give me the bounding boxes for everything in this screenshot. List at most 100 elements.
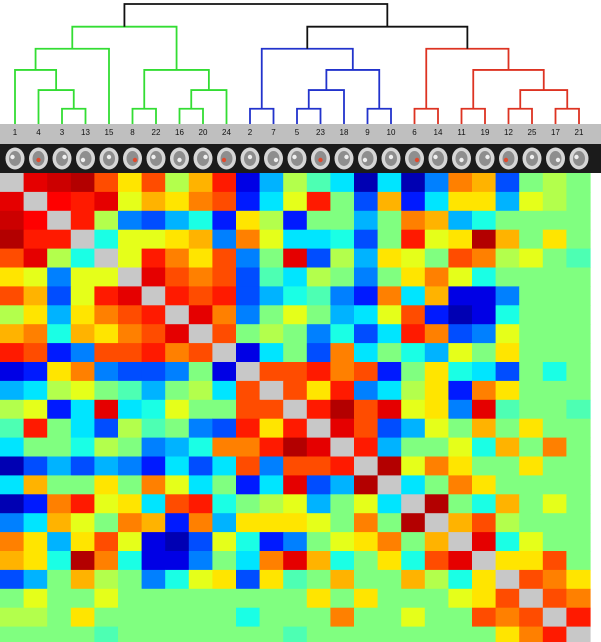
brain-thumbnail bbox=[287, 147, 307, 170]
heatmap-cell bbox=[306, 229, 331, 250]
heatmap-cell bbox=[259, 399, 284, 420]
brain-thumbnail bbox=[76, 147, 95, 170]
heatmap-cell bbox=[519, 229, 544, 250]
heatmap-cell bbox=[283, 513, 308, 533]
heatmap-cell bbox=[188, 456, 213, 476]
heatmap-cell bbox=[165, 626, 190, 642]
heatmap-cell bbox=[519, 324, 544, 344]
heatmap-cell bbox=[495, 286, 520, 306]
heatmap-cell bbox=[472, 248, 497, 269]
heatmap-cell bbox=[448, 380, 473, 401]
heatmap-cell bbox=[141, 437, 166, 458]
heatmap-cell bbox=[94, 475, 119, 495]
heatmap-cell bbox=[118, 551, 143, 571]
heatmap-cell bbox=[188, 626, 213, 642]
heatmap-cell bbox=[306, 362, 331, 382]
heatmap-cell bbox=[566, 437, 591, 458]
heatmap-cell bbox=[23, 380, 48, 401]
heatmap-cell bbox=[141, 475, 166, 495]
heatmap-cell bbox=[330, 380, 355, 401]
brain-thumbnail bbox=[264, 147, 283, 170]
heatmap-cell bbox=[94, 324, 119, 344]
heatmap-cell bbox=[212, 173, 237, 193]
heatmap-cell bbox=[566, 173, 591, 193]
heatmap-cell bbox=[70, 229, 95, 250]
heatmap-cell bbox=[212, 210, 237, 231]
heatmap-cell bbox=[472, 569, 497, 590]
heatmap-cell bbox=[306, 380, 331, 401]
heatmap-cell bbox=[118, 626, 143, 642]
brain-thumbnail bbox=[52, 147, 72, 170]
heatmap-cell bbox=[188, 513, 213, 533]
heatmap-cell bbox=[188, 437, 213, 458]
heatmap-cell bbox=[472, 437, 497, 458]
heatmap-cell bbox=[70, 305, 95, 325]
brain-thumbnail bbox=[405, 147, 424, 170]
heatmap-cell bbox=[141, 229, 166, 250]
heatmap-cell bbox=[188, 399, 213, 420]
heatmap-cell bbox=[424, 551, 449, 571]
heatmap-cell bbox=[118, 380, 143, 401]
heatmap-cell bbox=[259, 588, 284, 609]
component-label: 10 bbox=[386, 128, 396, 137]
heatmap-cell bbox=[23, 532, 48, 552]
heatmap-cell bbox=[70, 173, 95, 193]
heatmap-cell bbox=[118, 191, 143, 212]
component-label: 12 bbox=[504, 128, 513, 137]
heatmap-cell bbox=[212, 551, 237, 571]
heatmap-cell bbox=[259, 248, 284, 269]
heatmap-cell bbox=[47, 399, 72, 420]
heatmap-cell bbox=[283, 210, 308, 231]
heatmap-cell bbox=[354, 399, 379, 420]
heatmap-cell bbox=[0, 607, 25, 628]
heatmap-cell bbox=[306, 286, 331, 306]
heatmap-cell bbox=[306, 494, 331, 514]
heatmap-cell bbox=[542, 380, 567, 401]
heatmap-cell bbox=[424, 380, 449, 401]
heatmap-cell bbox=[188, 475, 213, 495]
heatmap-cell bbox=[283, 532, 308, 552]
heatmap-cell bbox=[566, 229, 591, 250]
heatmap-cell bbox=[212, 437, 237, 458]
heatmap-cell bbox=[330, 513, 355, 533]
heatmap-cell bbox=[141, 607, 166, 628]
heatmap-cell bbox=[259, 532, 284, 552]
heatmap-cell bbox=[23, 343, 48, 363]
heatmap-cell bbox=[542, 362, 567, 382]
heatmap-cell bbox=[283, 229, 308, 250]
heatmap-cell bbox=[141, 324, 166, 344]
heatmap-cell bbox=[70, 607, 95, 628]
heatmap-cell bbox=[495, 551, 520, 571]
heatmap-cell bbox=[70, 513, 95, 533]
heatmap-cell bbox=[566, 324, 591, 344]
heatmap-cell bbox=[165, 191, 190, 212]
heatmap-cell bbox=[495, 513, 520, 533]
heatmap-cell bbox=[401, 380, 426, 401]
heatmap-cell bbox=[330, 324, 355, 344]
heatmap-cell bbox=[330, 362, 355, 382]
heatmap-cell bbox=[377, 588, 402, 609]
component-label: 21 bbox=[574, 128, 584, 137]
heatmap-cell bbox=[23, 607, 48, 628]
heatmap-cell bbox=[519, 399, 544, 420]
heatmap-cell bbox=[0, 191, 25, 212]
heatmap-cell bbox=[23, 305, 48, 325]
heatmap-cell bbox=[519, 380, 544, 401]
heatmap-cell bbox=[236, 475, 261, 495]
heatmap-cell bbox=[188, 551, 213, 571]
dendrogram-link bbox=[519, 89, 569, 109]
heatmap-cell bbox=[542, 456, 567, 476]
heatmap-cell bbox=[306, 513, 331, 533]
heatmap-cell bbox=[165, 569, 190, 590]
heatmap-cell bbox=[401, 551, 426, 571]
heatmap-cell bbox=[141, 305, 166, 325]
heatmap-cell bbox=[0, 343, 25, 363]
heatmap-cell bbox=[188, 267, 213, 287]
heatmap-cell bbox=[472, 324, 497, 344]
heatmap-cell bbox=[401, 418, 426, 439]
heatmap-cell bbox=[47, 475, 72, 495]
heatmap-cell bbox=[424, 173, 449, 193]
heatmap-cell bbox=[542, 551, 567, 571]
heatmap-cell bbox=[188, 324, 213, 344]
heatmap-cell bbox=[495, 305, 520, 325]
